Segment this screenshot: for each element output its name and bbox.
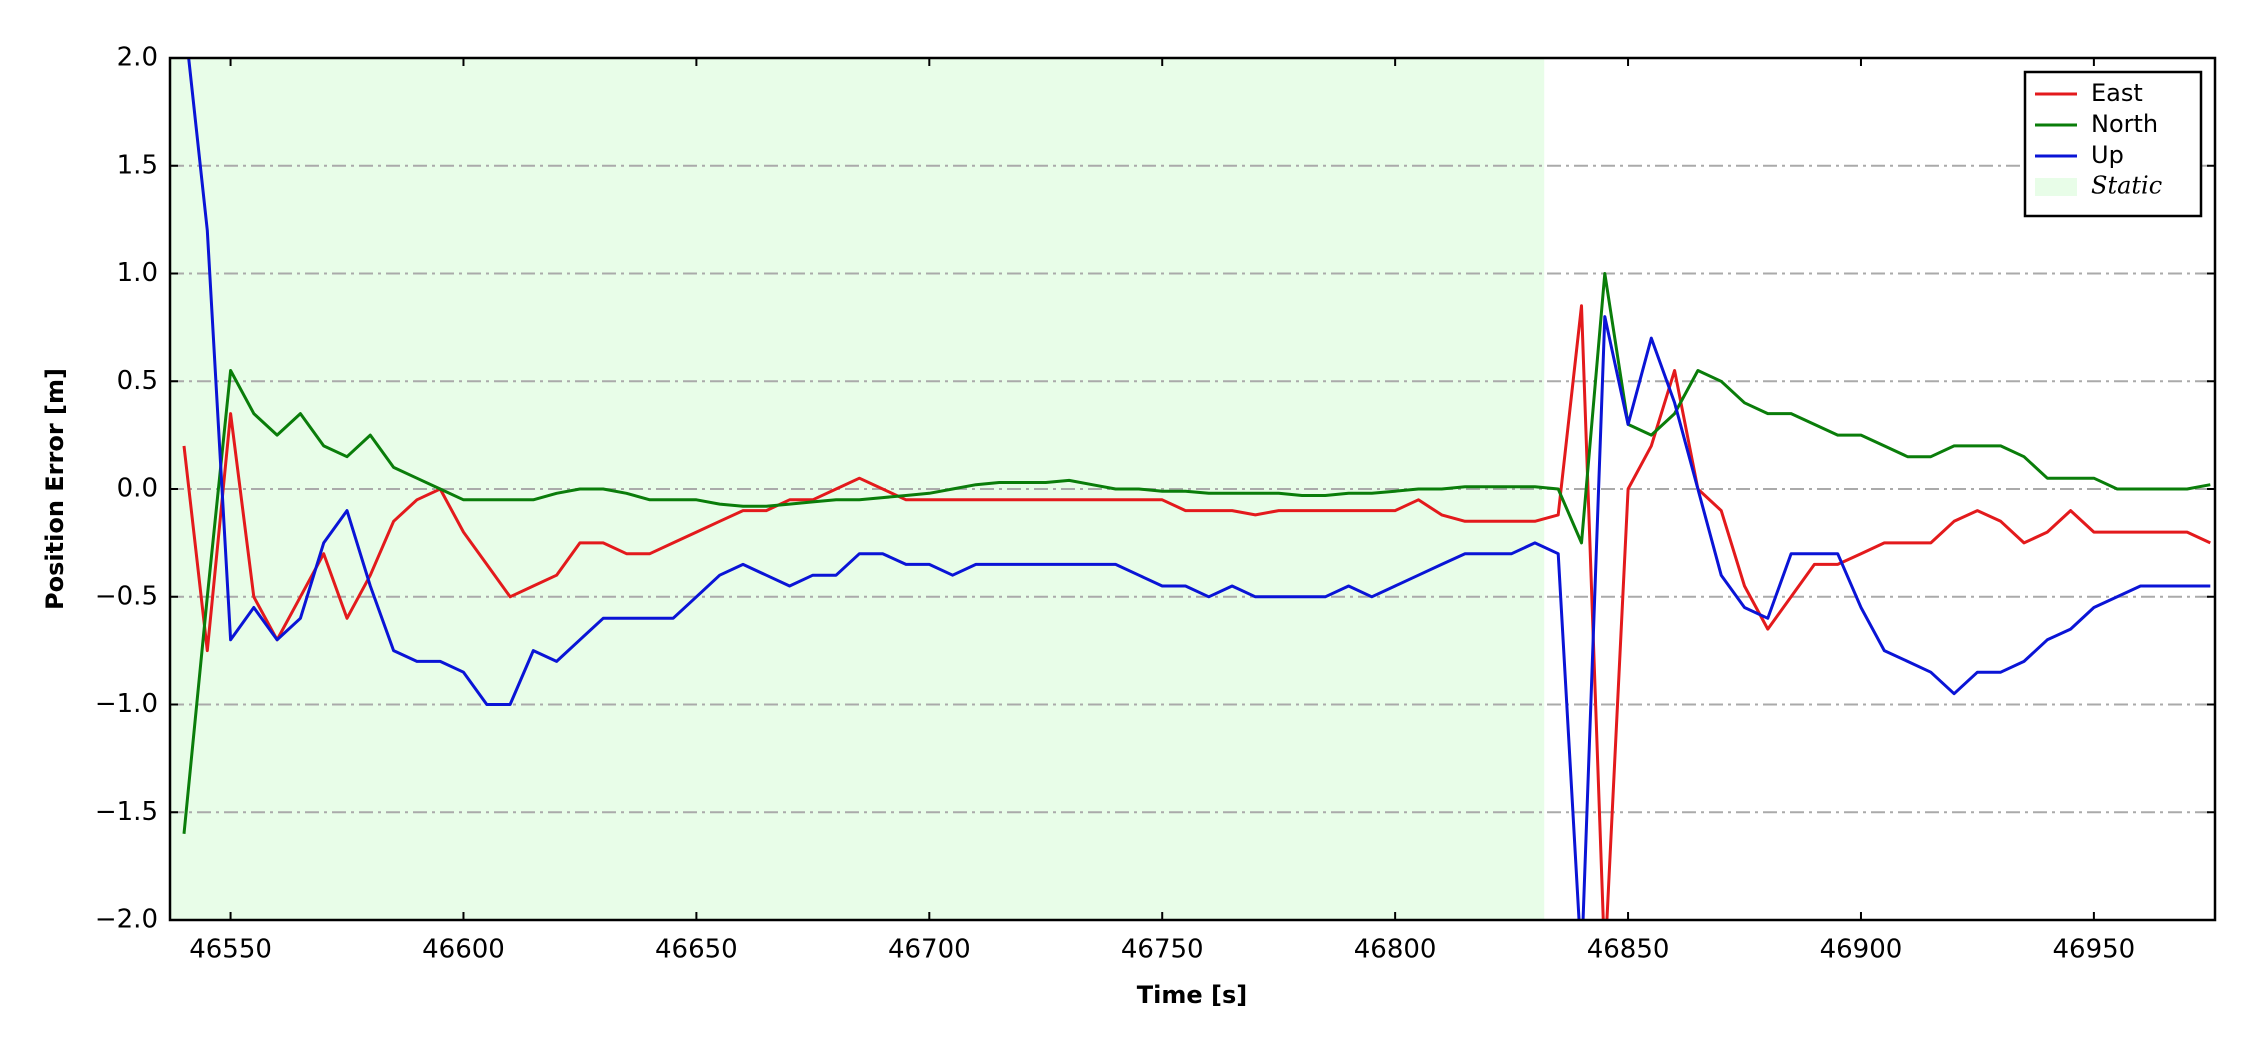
x-axis-label: Time [s] (1137, 981, 1247, 1009)
legend-label: Static (2091, 172, 2162, 200)
legend: East North Up Static (2023, 70, 2203, 218)
legend-label: North (2091, 110, 2158, 138)
y-tick-label: 0.0 (117, 474, 158, 504)
series-line (187, 58, 2211, 920)
y-tick-label: 1.0 (117, 258, 158, 288)
y-axis-label: Position Error [m] (41, 368, 69, 610)
y-tick-label: −1.0 (95, 689, 158, 719)
x-tick-label: 46750 (1121, 935, 1204, 965)
y-tick-label: 2.0 (117, 43, 158, 73)
x-tick-label: 46600 (422, 935, 505, 965)
series-line (182, 272, 2211, 834)
x-tick-label: 46900 (1820, 935, 1903, 965)
legend-label: Up (2091, 141, 2124, 169)
x-tick-label: 46650 (655, 935, 738, 965)
x-tick-label: 46950 (2053, 935, 2136, 965)
y-tick-label: −0.5 (95, 581, 158, 611)
legend-swatch (2035, 178, 2077, 196)
legend-label: East (2091, 79, 2143, 107)
y-tick-label: −2.0 (95, 905, 158, 935)
series-line (182, 304, 2211, 920)
axes: −2.0 −1.5 −1.0 −0.5 0.0 0.5 1.0 1.5 2.0 46550 4660… (95, 43, 2215, 965)
y-tick-label: 1.5 (117, 150, 158, 180)
x-tick-label: 46550 (189, 935, 272, 965)
y-tick-label: −1.5 (95, 797, 158, 827)
x-tick-label: 46800 (1354, 935, 1437, 965)
x-tick-label: 46700 (888, 935, 971, 965)
plot-lines (182, 58, 2211, 920)
x-tick-label: 46850 (1587, 935, 1670, 965)
y-tick-label: 0.5 (117, 366, 158, 396)
